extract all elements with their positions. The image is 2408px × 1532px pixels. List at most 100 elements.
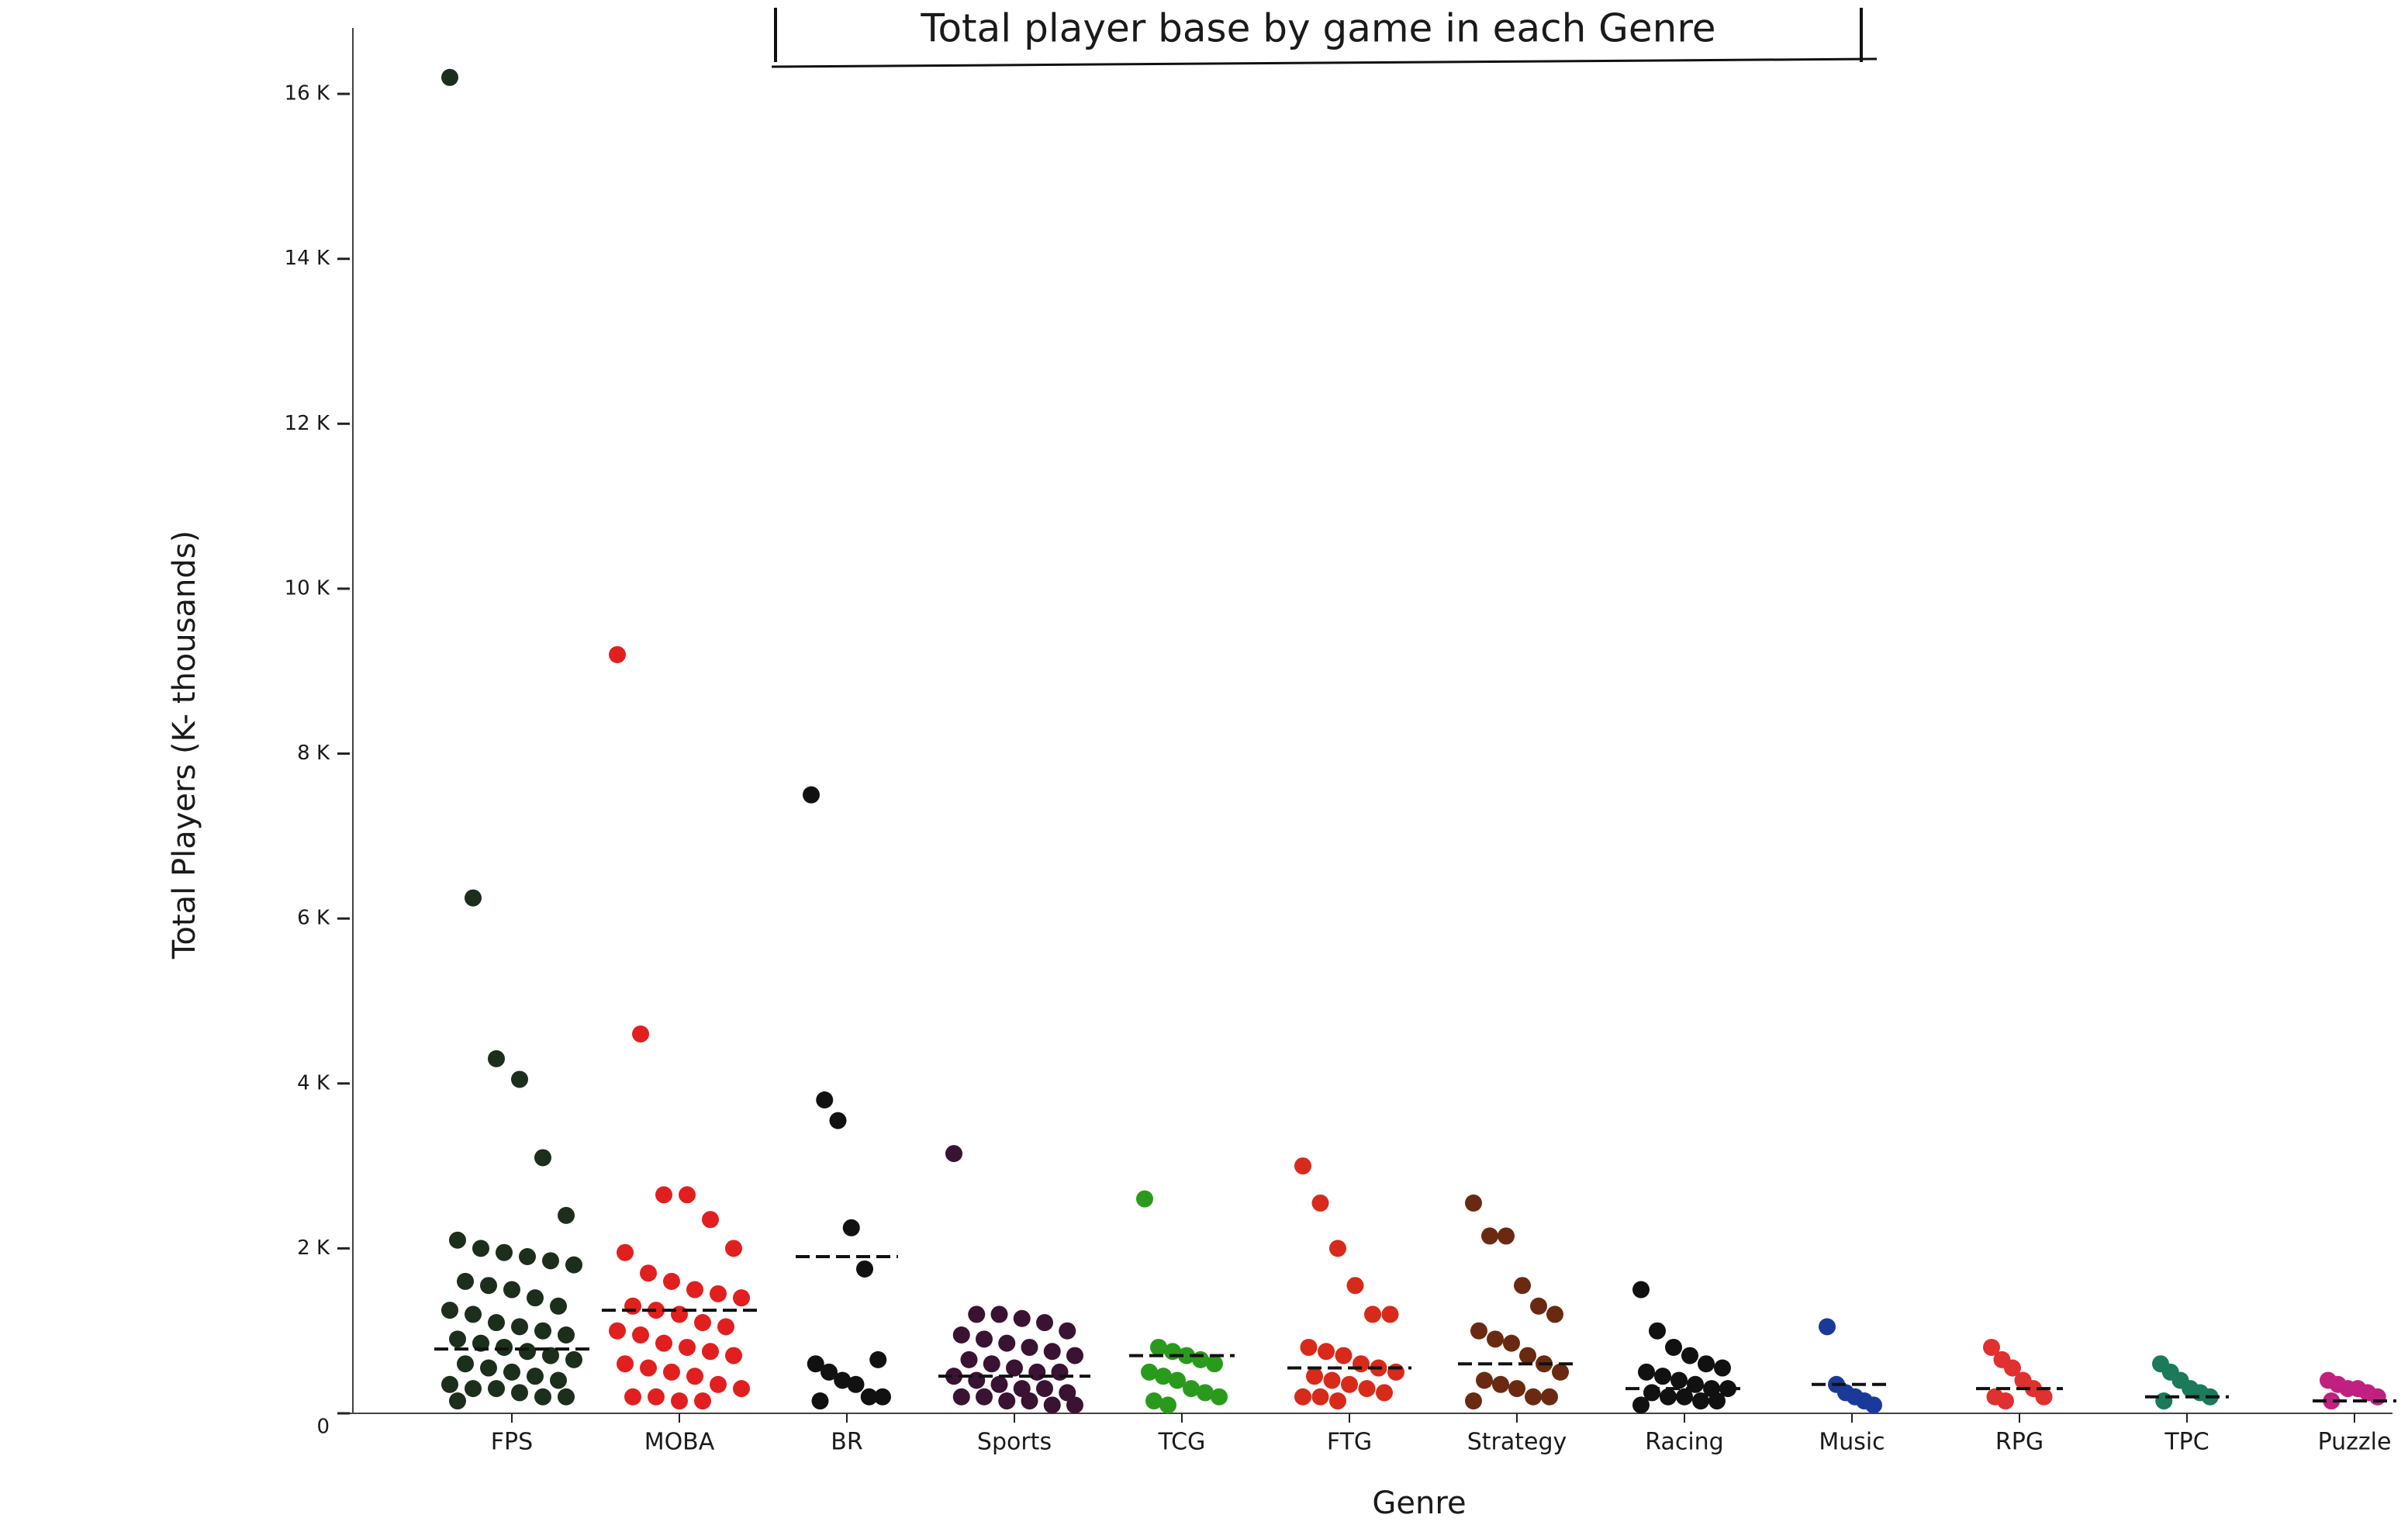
data-point xyxy=(655,1334,672,1352)
data-point xyxy=(1358,1380,1376,1398)
data-point xyxy=(1692,1392,1709,1410)
data-point xyxy=(1665,1338,1682,1356)
data-point xyxy=(480,1359,497,1377)
data-point xyxy=(1546,1305,1563,1323)
data-point xyxy=(632,1025,649,1043)
data-point xyxy=(1145,1392,1163,1410)
data-point xyxy=(1311,1194,1329,1212)
data-point xyxy=(983,1355,1000,1373)
data-point xyxy=(663,1363,680,1381)
data-point xyxy=(717,1318,734,1336)
data-point xyxy=(542,1252,559,1270)
data-point xyxy=(834,1371,852,1389)
data-point xyxy=(465,1380,482,1398)
data-point xyxy=(952,1326,970,1344)
x-tick-label: MOBA xyxy=(644,1429,715,1456)
data-point xyxy=(1159,1396,1176,1414)
data-point xyxy=(1346,1277,1364,1295)
data-point xyxy=(2368,1388,2386,1406)
data-point xyxy=(624,1388,641,1406)
data-point xyxy=(976,1388,993,1406)
data-point xyxy=(480,1277,497,1295)
data-point xyxy=(733,1380,750,1398)
data-point xyxy=(976,1330,993,1348)
data-point xyxy=(1470,1322,1487,1340)
data-point xyxy=(968,1371,986,1389)
data-point xyxy=(1059,1322,1076,1340)
data-point xyxy=(1294,1157,1311,1175)
data-point xyxy=(702,1211,719,1229)
data-point xyxy=(511,1070,528,1088)
data-point xyxy=(1036,1314,1053,1332)
data-point xyxy=(449,1392,466,1410)
data-point xyxy=(2323,1392,2341,1410)
data-point xyxy=(686,1368,703,1385)
data-point xyxy=(1021,1338,1038,1356)
x-tick-label: FTG xyxy=(1327,1429,1372,1456)
data-point xyxy=(710,1285,727,1302)
data-point xyxy=(945,1368,962,1385)
data-point xyxy=(869,1350,887,1368)
data-point xyxy=(1698,1355,1715,1373)
data-point xyxy=(1211,1388,1228,1406)
chart-title: Total player base by game in each Genre xyxy=(920,6,1715,51)
y-tick-label: 12 K xyxy=(285,412,330,435)
data-point xyxy=(1514,1277,1531,1295)
title-underline xyxy=(771,57,1878,68)
data-point xyxy=(648,1388,665,1406)
data-point xyxy=(465,889,482,907)
data-point xyxy=(624,1297,641,1315)
data-point xyxy=(1465,1194,1482,1212)
data-point xyxy=(1066,1347,1083,1364)
data-point xyxy=(488,1050,505,1067)
x-tick-label: Music xyxy=(1819,1429,1885,1456)
data-point xyxy=(1178,1347,1195,1364)
x-tick-label: Strategy xyxy=(1467,1429,1567,1456)
data-point xyxy=(1519,1347,1536,1364)
data-point xyxy=(1676,1388,1693,1406)
data-point xyxy=(2155,1392,2173,1410)
data-point xyxy=(847,1375,865,1393)
data-point xyxy=(1632,1396,1650,1414)
data-point xyxy=(1136,1190,1153,1208)
data-point xyxy=(1498,1227,1515,1245)
data-point xyxy=(617,1243,634,1261)
data-point xyxy=(527,1368,544,1385)
data-point xyxy=(1183,1380,1200,1398)
data-point xyxy=(842,1219,860,1236)
data-point xyxy=(1294,1388,1311,1406)
data-point xyxy=(1306,1368,1323,1385)
data-point xyxy=(1376,1384,1393,1402)
data-point xyxy=(1311,1388,1329,1406)
data-point xyxy=(686,1281,703,1299)
data-point xyxy=(1508,1380,1525,1398)
data-point xyxy=(1819,1318,1836,1336)
data-point xyxy=(1708,1392,1726,1410)
data-point xyxy=(710,1375,727,1393)
data-point xyxy=(1169,1371,1186,1389)
data-point xyxy=(565,1350,582,1368)
data-point xyxy=(1155,1368,1172,1385)
data-point xyxy=(609,645,626,663)
data-point xyxy=(821,1363,838,1381)
data-point xyxy=(640,1264,657,1282)
data-point xyxy=(1997,1392,2014,1410)
data-point xyxy=(558,1206,575,1224)
data-point xyxy=(1329,1240,1346,1257)
data-point xyxy=(503,1281,520,1299)
data-point xyxy=(671,1305,688,1323)
data-point xyxy=(856,1260,873,1278)
y-tick-label: 16 K xyxy=(285,82,330,105)
data-point xyxy=(511,1384,528,1402)
x-tick-label: Sports xyxy=(977,1429,1052,1456)
data-point xyxy=(1492,1375,1509,1393)
y-tick-label: 8 K xyxy=(297,742,330,765)
data-point xyxy=(488,1380,505,1398)
data-point xyxy=(1670,1371,1688,1389)
data-point xyxy=(534,1388,551,1406)
data-point xyxy=(2004,1359,2021,1377)
x-tick-label: Puzzle xyxy=(2318,1429,2392,1456)
data-point xyxy=(1013,1309,1031,1327)
data-point xyxy=(725,1240,742,1257)
